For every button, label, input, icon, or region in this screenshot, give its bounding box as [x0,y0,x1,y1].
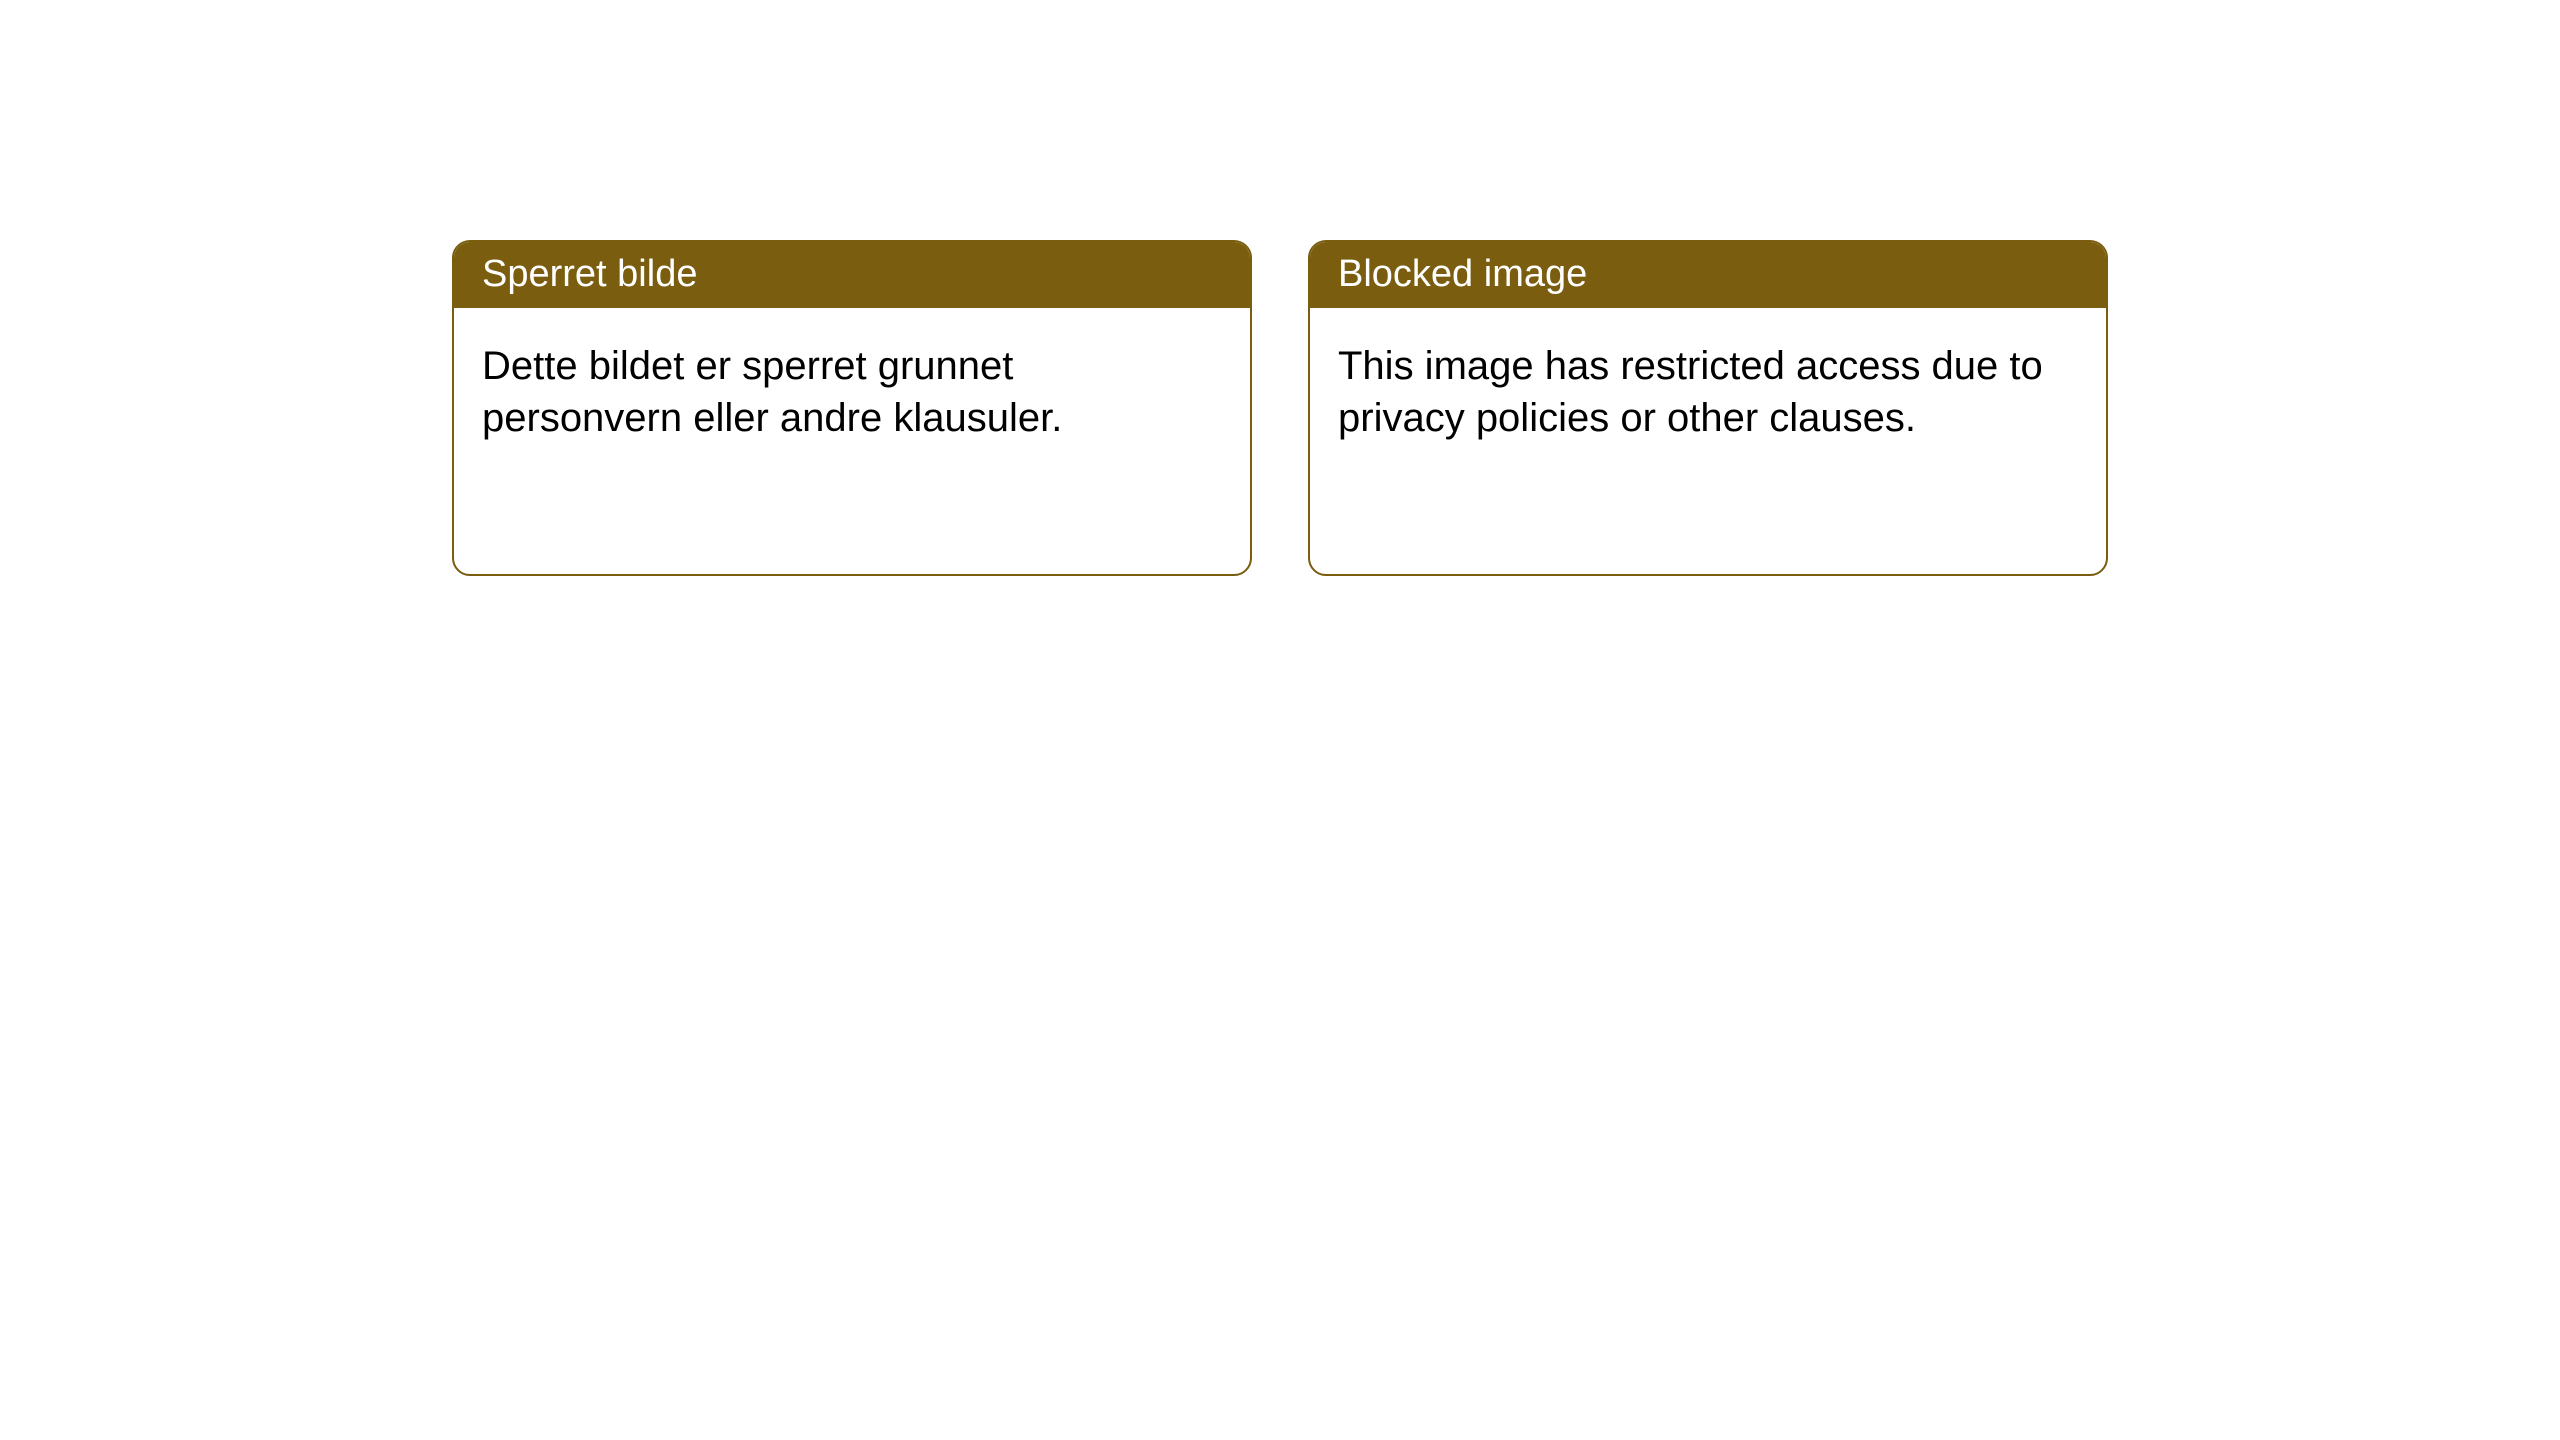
notice-card-norwegian: Sperret bilde Dette bildet er sperret gr… [452,240,1252,576]
notice-cards-container: Sperret bilde Dette bildet er sperret gr… [452,240,2108,1440]
notice-header: Blocked image [1310,242,2106,308]
notice-body: This image has restricted access due to … [1310,308,2106,476]
notice-header: Sperret bilde [454,242,1250,308]
notice-card-english: Blocked image This image has restricted … [1308,240,2108,576]
notice-body: Dette bildet er sperret grunnet personve… [454,308,1250,476]
